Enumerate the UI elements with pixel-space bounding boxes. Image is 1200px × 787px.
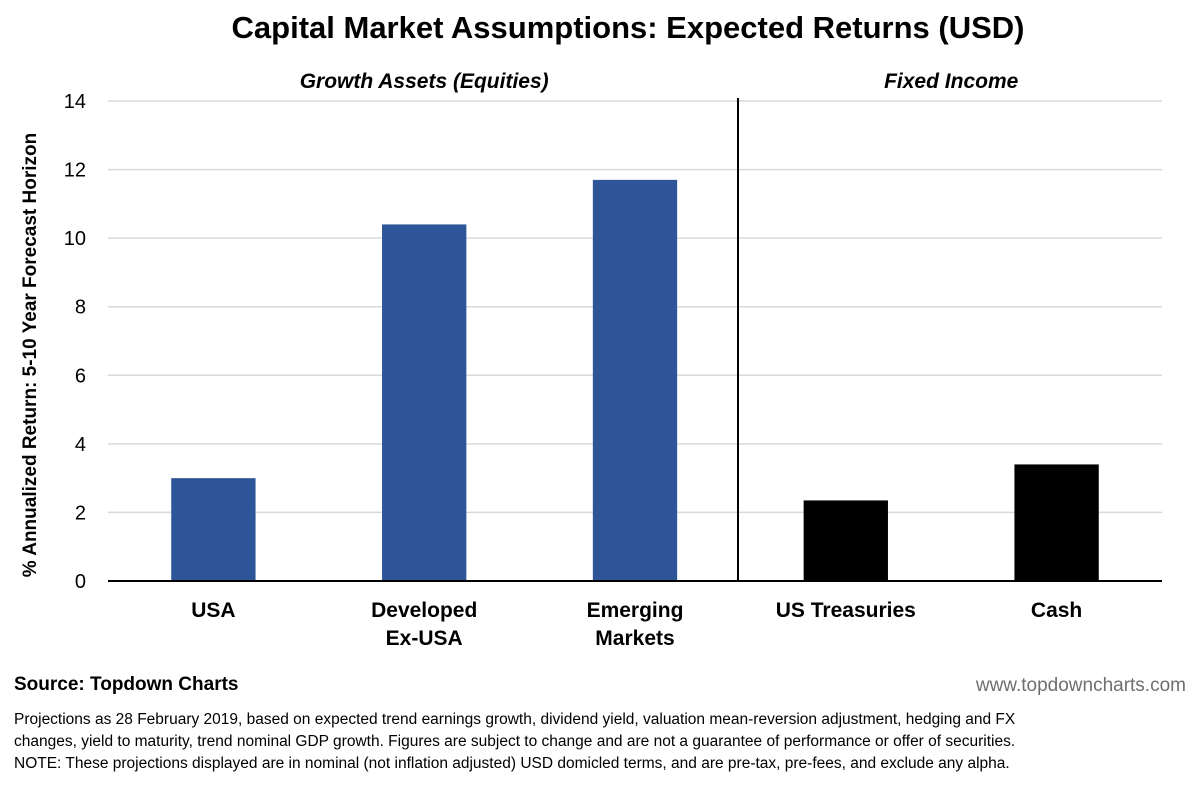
y-axis-label: % Annualized Return: 5-10 Year Forecast … bbox=[20, 133, 41, 578]
category-label: Emerging bbox=[587, 599, 684, 622]
group-label: Fixed Income bbox=[884, 70, 1019, 93]
y-axis-ticks: 0 2 4 6 8 10 12 14 bbox=[64, 91, 86, 593]
bar bbox=[382, 224, 467, 581]
bar bbox=[592, 179, 678, 581]
website-url: www.topdowncharts.com bbox=[975, 675, 1186, 696]
source-label: Source: Topdown Charts bbox=[14, 674, 239, 695]
y-tick-label: 0 bbox=[75, 571, 86, 593]
y-tick-label: 10 bbox=[64, 228, 86, 250]
y-tick-label: 8 bbox=[75, 297, 86, 319]
y-tick-label: 6 bbox=[75, 365, 86, 387]
y-tick-label: 12 bbox=[64, 160, 86, 182]
category-label: Cash bbox=[1031, 599, 1082, 622]
group-label: Growth Assets (Equities) bbox=[300, 70, 549, 93]
group-labels: Growth Assets (Equities) Fixed Income bbox=[300, 70, 1019, 93]
footnote-line: changes, yield to maturity, trend nomina… bbox=[14, 733, 1016, 750]
y-tick-label: 2 bbox=[75, 502, 86, 524]
bar bbox=[1014, 464, 1099, 581]
category-labels: USA Developed Ex-USA Emerging Markets US Trea… bbox=[191, 599, 1082, 650]
category-label: Developed bbox=[371, 599, 477, 622]
category-label: Ex-USA bbox=[386, 627, 463, 650]
chart-title: Capital Market Assumptions: Expected Ret… bbox=[232, 10, 1025, 45]
y-tick-label: 14 bbox=[64, 91, 86, 113]
bar bbox=[171, 478, 256, 581]
footnotes: Projections as 28 February 2019, based o… bbox=[14, 709, 1194, 775]
category-label: US Treasuries bbox=[776, 599, 916, 622]
footnote-line: NOTE: These projections displayed are in… bbox=[14, 755, 1010, 772]
footnote-line: Projections as 28 February 2019, based o… bbox=[14, 711, 1016, 728]
category-label: USA bbox=[191, 599, 235, 622]
category-label: Markets bbox=[595, 627, 674, 650]
bars bbox=[171, 179, 1099, 581]
y-tick-label: 4 bbox=[75, 434, 86, 456]
bar bbox=[803, 500, 888, 581]
